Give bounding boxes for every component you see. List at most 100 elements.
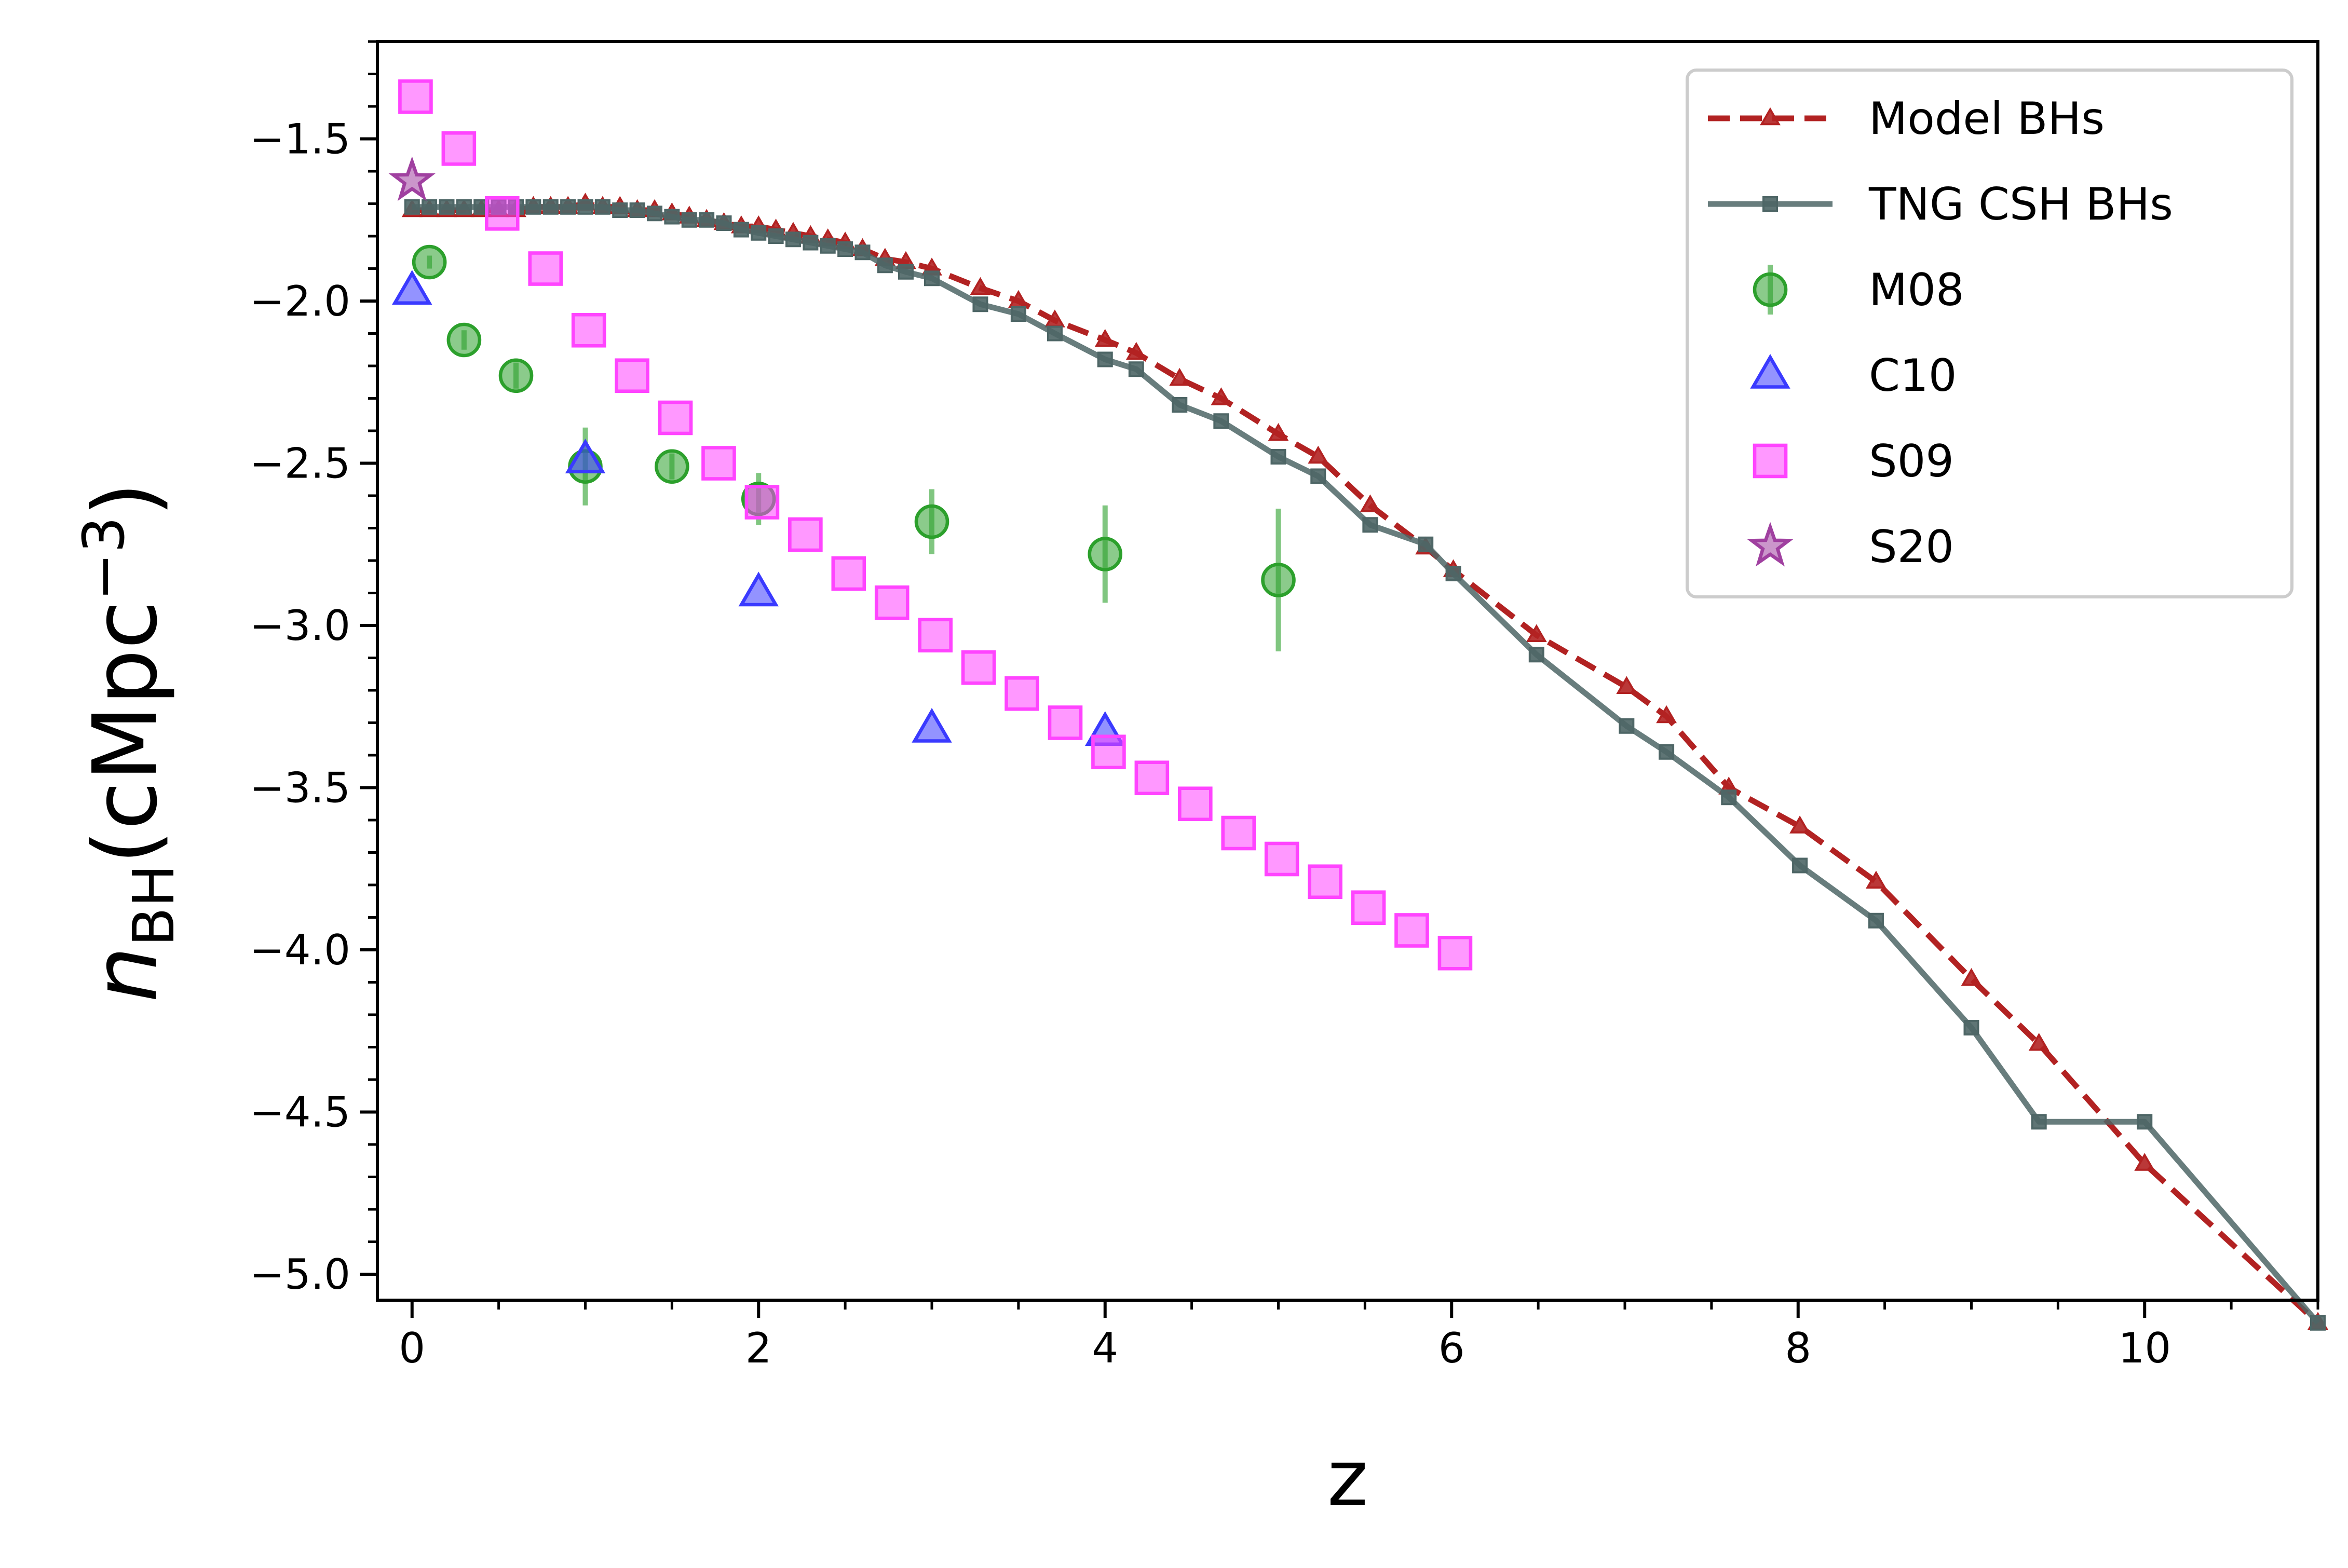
data-point-tng-csh-bhs [1418, 536, 1434, 552]
y-label-close: ) [74, 482, 177, 516]
series-line-tng-csh-bhs [412, 204, 2320, 1325]
data-point-c10 [565, 439, 606, 474]
data-point-m08 [498, 358, 534, 393]
x-tick-label: 4 [1092, 1324, 1118, 1372]
data-point-model-bhs [1789, 815, 1811, 834]
data-point-tng-csh-bhs [1659, 744, 1675, 760]
data-point-s09 [1308, 864, 1342, 899]
data-point-tng-csh-bhs [898, 264, 914, 280]
data-point-m08 [1261, 563, 1296, 597]
data-point-s09 [441, 131, 477, 166]
data-point-s09 [831, 556, 866, 591]
legend-entry-s09: S09 [1753, 435, 1954, 487]
legend-entry-s20: S20 [1746, 521, 1954, 573]
data-point-tng-csh-bhs [2137, 1114, 2153, 1130]
y-tick-label: −2.5 [250, 440, 350, 488]
legend-label-m08: M08 [1869, 264, 1964, 316]
data-point-s09 [571, 312, 606, 348]
y-label-sub: BH [120, 864, 187, 946]
y-tick-label: −4.5 [250, 1088, 350, 1137]
data-point-tng-csh-bhs [972, 296, 988, 312]
data-point-model-bhs [1268, 423, 1289, 441]
data-point-tng-csh-bhs [1619, 718, 1635, 734]
data-point-model-bhs [1169, 367, 1190, 386]
legend: Model BHs TNG CSH BHs M08 C10 S09 S20 [1686, 69, 2293, 598]
data-point-s09 [1091, 734, 1126, 770]
y-tick-label: −5.0 [250, 1250, 350, 1299]
data-point-tng-csh-bhs [1721, 789, 1737, 806]
data-point-tng-csh-bhs [2310, 1315, 2326, 1331]
data-point-s09 [1264, 841, 1299, 877]
data-point-s09 [1394, 913, 1429, 948]
data-point-s09 [918, 618, 953, 653]
legend-marker-tng-csh-bhs [1762, 196, 1778, 212]
data-point-s09 [398, 79, 433, 114]
data-point-tng-csh-bhs [594, 199, 610, 215]
data-point-tng-csh-bhs [664, 209, 680, 225]
y-label-main: n [74, 946, 177, 1002]
x-tick-label: 10 [2118, 1324, 2171, 1372]
y-tick-label: −1.5 [250, 115, 350, 163]
data-point-tng-csh-bhs [924, 270, 940, 287]
data-point-tng-csh-bhs [803, 235, 819, 251]
data-point-tng-csh-bhs [577, 199, 593, 215]
data-point-s09 [744, 485, 780, 520]
data-point-model-bhs [1211, 387, 1232, 405]
data-point-tng-csh-bhs [1963, 1020, 1979, 1035]
y-label-sup: −3 [71, 516, 137, 601]
data-point-tng-csh-bhs [877, 257, 893, 274]
legend-marker-s09 [1753, 443, 1788, 479]
data-point-tng-csh-bhs [647, 206, 662, 222]
data-point-tng-csh-bhs [1213, 413, 1229, 429]
data-point-tng-csh-bhs [1528, 647, 1544, 663]
y-tick-label: −2.0 [250, 277, 350, 325]
data-point-tng-csh-bhs [1868, 912, 1884, 929]
data-point-s09 [1351, 890, 1386, 925]
data-point-tng-csh-bhs [1445, 566, 1461, 581]
data-point-model-bhs [1616, 676, 1637, 694]
legend-marker-s20 [1746, 522, 1794, 567]
data-point-s09 [788, 517, 823, 552]
legend-marker-model-bhs [1760, 107, 1781, 126]
data-point-model-bhs [2028, 1033, 2050, 1051]
data-point-model-bhs [1094, 329, 1116, 347]
data-point-s09 [484, 196, 520, 231]
data-point-s09 [1134, 760, 1170, 796]
data-point-tng-csh-bhs [2031, 1114, 2047, 1130]
data-point-tng-csh-bhs [681, 212, 697, 228]
axes-frame [376, 40, 2319, 1302]
data-point-m08 [914, 504, 949, 539]
legend-label-model-bhs: Model BHs [1869, 93, 2105, 145]
data-point-tng-csh-bhs [837, 241, 853, 257]
data-point-model-bhs [1526, 624, 1547, 642]
data-point-model-bhs [1125, 342, 1147, 360]
data-point-m08 [446, 322, 482, 358]
x-tick-label: 6 [1438, 1324, 1465, 1372]
data-point-c10 [738, 571, 779, 607]
legend-entry-tng-csh-bhs: TNG CSH BHs [1708, 179, 2173, 230]
y-label-units: (cMpc [74, 601, 177, 864]
legend-frame [1686, 69, 2293, 598]
data-point-tng-csh-bhs [733, 222, 749, 238]
data-point-model-bhs [1961, 968, 1982, 986]
data-point-model-bhs [2134, 1153, 2155, 1171]
series-s20 [388, 156, 436, 201]
legend-entry-c10: C10 [1750, 350, 1957, 402]
data-point-tng-csh-bhs [629, 202, 645, 218]
legend-marker-c10 [1750, 353, 1790, 389]
svg-text:nBH(cMpc−3): nBH(cMpc−3) [71, 482, 187, 1002]
legend-label-s20: S20 [1869, 521, 1954, 573]
data-point-tng-csh-bhs [1128, 361, 1144, 377]
legend-entry-model-bhs: Model BHs [1708, 93, 2105, 145]
legend-marker-m08 [1753, 272, 1788, 307]
data-point-s09 [528, 251, 563, 286]
data-point-tng-csh-bhs [1097, 351, 1113, 367]
data-point-s09 [1178, 786, 1213, 822]
data-point-tng-csh-bhs [699, 212, 715, 228]
data-point-tng-csh-bhs [542, 199, 559, 215]
data-point-model-bhs [1865, 870, 1886, 889]
data-point-tng-csh-bhs [854, 244, 871, 261]
data-point-model-bhs [970, 277, 991, 295]
data-point-tng-csh-bhs [456, 199, 472, 215]
